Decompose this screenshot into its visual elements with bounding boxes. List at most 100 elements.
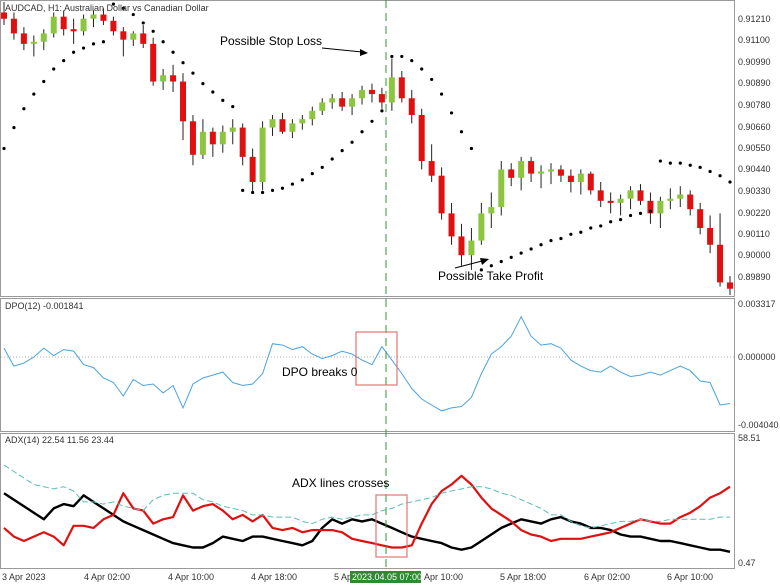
- sar-dot: [390, 54, 394, 59]
- bull-candle: [30, 41, 37, 44]
- bear-candle: [180, 81, 187, 122]
- sar-dot: [231, 105, 235, 109]
- bear-candle: [707, 228, 714, 245]
- minus-di-red-line: [3, 474, 731, 549]
- sar-dot: [370, 119, 374, 123]
- price-tick: 0.90220: [738, 208, 771, 218]
- bull-candle: [329, 98, 336, 103]
- bear-candle: [110, 20, 117, 32]
- bear-candle: [249, 156, 256, 182]
- sar-dot: [251, 190, 255, 195]
- price-tick: 0.90550: [738, 143, 771, 153]
- sar-dot: [499, 259, 503, 264]
- sar-dot: [688, 163, 692, 167]
- dpo-axis-bottom: -0.004040: [738, 420, 779, 430]
- sar-dot: [52, 67, 56, 71]
- bull-candle: [219, 131, 226, 145]
- sar-dot: [489, 264, 493, 268]
- bear-candle: [408, 98, 415, 116]
- time-tick: 6 Apr 02:00: [584, 572, 630, 582]
- sar-dot: [549, 238, 553, 243]
- sar-dot: [668, 161, 672, 165]
- sar-dot: [310, 172, 314, 176]
- sar-dot: [2, 146, 6, 151]
- dpo-breaks-annotation: DPO breaks 0: [282, 365, 358, 379]
- bull-candle: [50, 16, 57, 34]
- bear-candle: [438, 175, 445, 214]
- time-axis: 3 Apr 2023 4 Apr 02:00 4 Apr 10:00 4 Apr…: [2, 571, 713, 583]
- bear-candle: [567, 175, 574, 182]
- bull-candle: [130, 33, 137, 40]
- sar-dot: [101, 40, 106, 44]
- sar-dot: [320, 165, 324, 169]
- time-tick: 5 Apr: [334, 572, 355, 582]
- parabolic-sar-layer: [2, 2, 732, 272]
- bear-candle: [637, 190, 644, 201]
- sar-dot: [330, 157, 334, 161]
- price-tick: 0.90660: [738, 122, 771, 132]
- sar-dot: [420, 67, 424, 71]
- sar-dot: [181, 61, 185, 65]
- dpo-layer: [3, 315, 731, 412]
- adx-pane-frame: [0, 433, 735, 569]
- bull-candle: [299, 119, 306, 124]
- sar-dot: [12, 125, 16, 130]
- sar-dot: [62, 59, 66, 63]
- sar-dot: [260, 190, 265, 195]
- price-tick: 0.90780: [738, 100, 771, 110]
- bull-candle: [677, 194, 684, 199]
- time-tick: 3 Apr 2023: [2, 572, 46, 582]
- sar-dot: [290, 182, 295, 186]
- sar-dot: [479, 268, 483, 272]
- sar-dot: [42, 79, 46, 84]
- dpo-pane-frame: [0, 298, 735, 432]
- price-tick: 0.90440: [738, 164, 771, 174]
- price-tick: 0.90330: [738, 186, 771, 196]
- dpo-pane-label: DPO(12) -0.001841: [5, 301, 84, 311]
- bull-candle: [199, 131, 206, 155]
- bull-candle: [627, 190, 634, 199]
- bull-candle: [498, 169, 505, 208]
- sar-dot: [559, 236, 563, 241]
- bear-candle: [189, 121, 196, 155]
- take-profit-arrow: [454, 260, 483, 269]
- bull-candle: [577, 173, 584, 182]
- bear-candle: [120, 31, 127, 40]
- bull-candle: [478, 213, 485, 241]
- dpo-axis-zero: 0.000000: [738, 352, 776, 362]
- sar-dot: [241, 188, 245, 192]
- sar-dot: [529, 247, 533, 251]
- sar-dot: [211, 90, 215, 94]
- bull-candle: [80, 18, 87, 32]
- sar-dot: [469, 146, 474, 151]
- sar-dot: [300, 178, 304, 182]
- sar-dot: [360, 130, 364, 134]
- sar-dot: [141, 21, 145, 25]
- sar-dot: [638, 211, 643, 215]
- sar-dot: [32, 92, 36, 96]
- bear-candle: [528, 161, 535, 174]
- sar-dot: [131, 12, 135, 17]
- bull-candle: [388, 77, 395, 103]
- take-profit-arrowhead-icon: [480, 258, 489, 265]
- bull-candle: [229, 127, 236, 132]
- bull-candle: [359, 89, 366, 99]
- sar-dot: [539, 243, 543, 247]
- bear-candle: [209, 131, 216, 145]
- sar-dot: [589, 226, 593, 230]
- price-tick: 0.90000: [738, 250, 771, 260]
- adx-layer: [3, 464, 731, 553]
- sar-dot: [698, 165, 702, 169]
- sar-dot: [121, 6, 125, 10]
- bear-candle: [557, 169, 564, 176]
- bull-candle: [289, 123, 296, 132]
- bear-candle: [140, 33, 147, 44]
- bear-candle: [60, 16, 67, 30]
- bull-candle: [349, 98, 356, 107]
- sar-dot: [728, 180, 732, 184]
- sar-dot: [72, 50, 76, 54]
- bear-candle: [717, 244, 724, 283]
- bear-candle: [398, 77, 405, 99]
- price-axis: 0.91210 0.91100 0.90990 0.90890 0.90780 …: [738, 14, 771, 282]
- bear-candle: [10, 18, 17, 34]
